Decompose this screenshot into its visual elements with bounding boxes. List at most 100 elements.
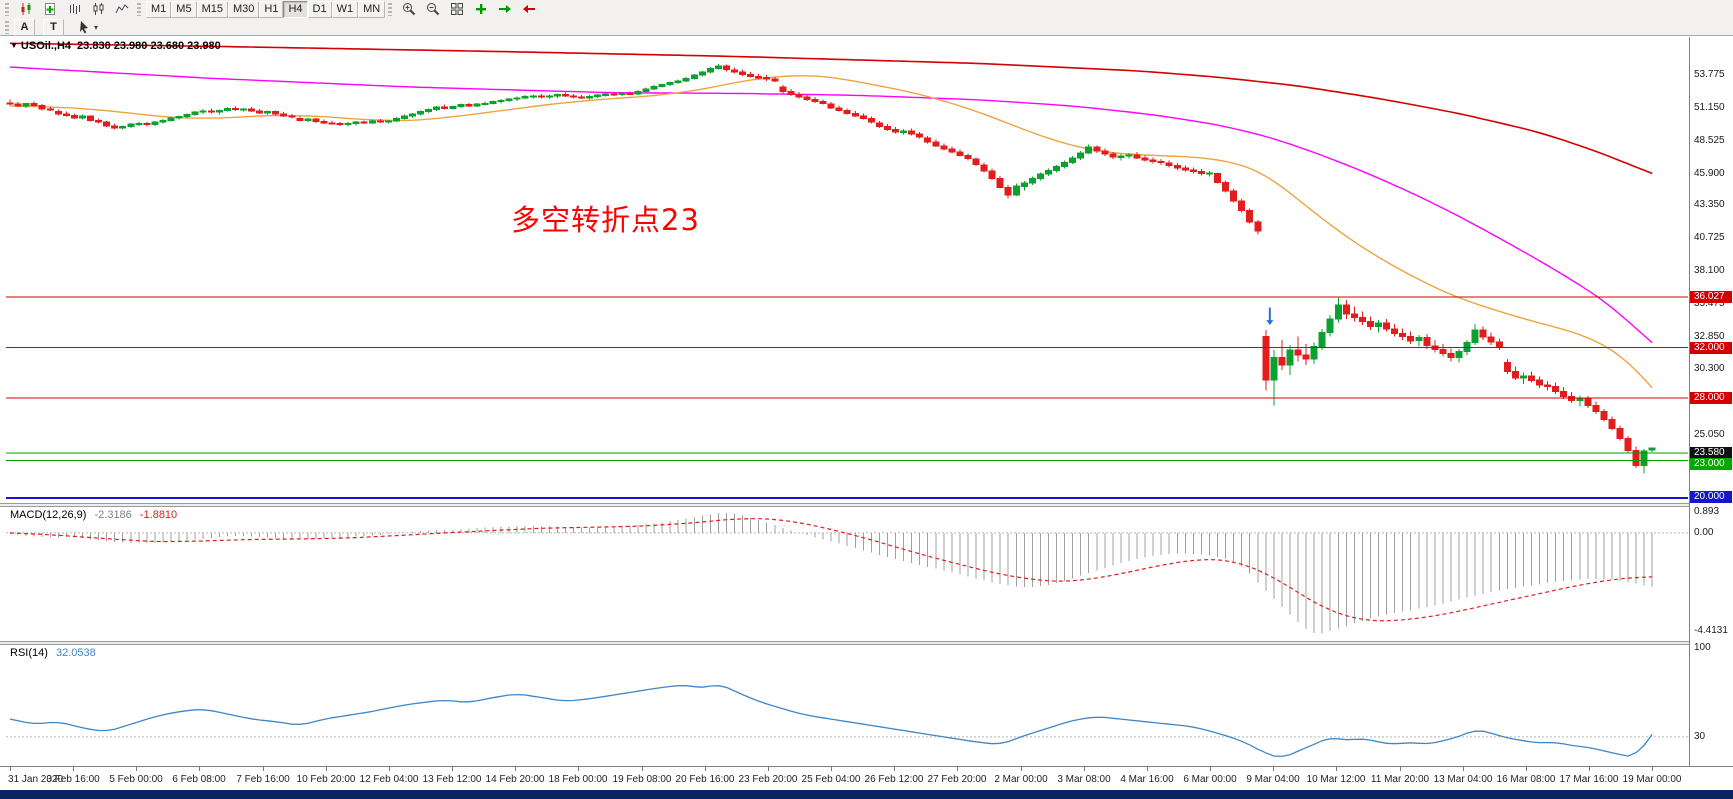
- cursor-tool-button[interactable]: ▾: [72, 19, 103, 36]
- profiles-button[interactable]: [38, 1, 62, 18]
- price-scale-label: 45.900: [1694, 168, 1725, 179]
- price-scale-label: 32.850: [1694, 331, 1725, 342]
- price-badge-36.027: 36.027: [1690, 291, 1732, 303]
- time-axis-tick: [136, 767, 137, 771]
- zoom-out-icon: [426, 2, 440, 16]
- time-axis-label: 13 Mar 04:00: [1433, 774, 1493, 785]
- time-axis-tick: [326, 767, 327, 771]
- indicators-button[interactable]: [469, 1, 493, 18]
- period-button-h1[interactable]: H1: [259, 0, 284, 18]
- toolbar-grip[interactable]: [5, 2, 9, 16]
- chart-shift-button[interactable]: [517, 1, 541, 18]
- time-axis-label: 10 Mar 12:00: [1306, 774, 1366, 785]
- price-chart-canvas[interactable]: [6, 37, 1688, 503]
- tile-windows-button[interactable]: [445, 1, 469, 18]
- auto-scroll-button[interactable]: [493, 1, 517, 18]
- chart-symbol-period: USOil.,H4: [20, 40, 72, 52]
- bottom-bar: [0, 790, 1733, 799]
- time-axis-label: 2 Mar 00:00: [994, 774, 1048, 785]
- price-chart-panel[interactable]: ▼ USOil.,H4 23.830 23.980 23.680 23.980 多空…: [6, 37, 1688, 503]
- line-icon: [115, 2, 129, 16]
- period-button-w1[interactable]: W1: [331, 0, 359, 18]
- time-axis[interactable]: 31 Jan 2020 3 Feb 16:00 5 Feb 00:00 6 Feb 0…: [0, 766, 1733, 790]
- period-button-h4[interactable]: H4: [283, 0, 308, 18]
- down-arrow-marker[interactable]: [1266, 307, 1274, 326]
- toolbar-grip[interactable]: [137, 2, 141, 16]
- zoom-out-button[interactable]: [421, 1, 445, 18]
- time-axis-tick: [831, 767, 832, 771]
- time-axis-label: 4 Mar 16:00: [1120, 774, 1174, 785]
- toolbar-row-1: M1 M5 M15 M30 H1 H4 D1 W1 MN: [0, 0, 1733, 18]
- period-button-d1[interactable]: D1: [307, 0, 332, 18]
- time-axis-label: 11 Mar 20:00: [1370, 774, 1430, 785]
- time-axis-tick: [1463, 767, 1464, 771]
- rsi-panel[interactable]: RSI(14) 32.0538: [6, 645, 1688, 766]
- panel-splitter[interactable]: [0, 503, 1733, 507]
- time-axis-label: 3 Feb 16:00: [46, 774, 100, 785]
- time-axis-tick: [957, 767, 958, 771]
- time-axis-label: 31 Jan 2020: [8, 774, 64, 785]
- time-axis-label: 10 Feb 20:00: [296, 774, 356, 785]
- time-axis-tick: [1084, 767, 1085, 771]
- line-chart-mode-button[interactable]: [110, 1, 134, 18]
- text-tool-button[interactable]: A: [14, 18, 35, 36]
- period-button-m1[interactable]: M1: [146, 0, 172, 18]
- time-axis-tick: [1400, 767, 1401, 771]
- macd-scale-label: 0.00: [1694, 527, 1714, 538]
- price-scale-label: 48.525: [1694, 135, 1725, 146]
- price-scale[interactable]: 53.775 51.150 48.525 45.900 43.350 40.725 38.1…: [1689, 37, 1733, 766]
- time-axis-label: 19 Feb 08:00: [612, 774, 672, 785]
- macd-scale-label: 0.893: [1694, 506, 1720, 517]
- price-scale-label: 38.100: [1694, 265, 1725, 276]
- period-button-mn[interactable]: MN: [358, 0, 386, 18]
- horizontal-lines-layer[interactable]: [6, 296, 1688, 499]
- time-axis-tick: [1273, 767, 1274, 771]
- symbol-collapse-icon[interactable]: ▼: [10, 41, 18, 50]
- toolbar-grip[interactable]: [5, 20, 9, 34]
- rsi-label: RSI(14) 32.0538: [10, 647, 96, 659]
- toolbar-row-2: A T ▾: [0, 18, 1733, 36]
- bar-chart-mode-button[interactable]: [62, 1, 86, 18]
- candlestick-mode-button[interactable]: [86, 1, 110, 18]
- price-scale-label: 30.300: [1694, 363, 1725, 374]
- text-label-tool-button[interactable]: T: [43, 18, 64, 36]
- rsi-scale-label: 100: [1694, 642, 1711, 653]
- time-axis-label: 12 Feb 04:00: [359, 774, 419, 785]
- price-badge-32.000: 32.000: [1690, 342, 1732, 354]
- time-axis-label: 20 Feb 16:00: [675, 774, 735, 785]
- rsi-scale-label: 30: [1694, 731, 1706, 742]
- price-badge-20.000: 20.000: [1690, 491, 1732, 503]
- period-button-m30[interactable]: M30: [227, 0, 260, 18]
- ma-red-line: [9, 42, 1653, 175]
- toolbar-grip[interactable]: [388, 2, 393, 16]
- time-axis-label: 16 Mar 08:00: [1496, 774, 1556, 785]
- zoom-in-icon: [402, 2, 416, 16]
- time-axis-tick: [768, 767, 769, 771]
- time-axis-tick: [642, 767, 643, 771]
- panel-splitter[interactable]: [0, 641, 1733, 645]
- time-axis-tick: [263, 767, 264, 771]
- period-button-m5[interactable]: M5: [171, 0, 197, 18]
- candles-layer: [6, 63, 1656, 474]
- time-axis-label: 13 Feb 12:00: [422, 774, 482, 785]
- zoom-in-button[interactable]: [397, 1, 421, 18]
- plus-green-icon: [474, 2, 488, 16]
- plus-doc-icon: [43, 2, 57, 16]
- toolbar: M1 M5 M15 M30 H1 H4 D1 W1 MN A T ▾: [0, 0, 1733, 36]
- chart-annotation-text[interactable]: 多空转折点23: [511, 203, 700, 237]
- candles-icon: [91, 2, 105, 16]
- cursor-icon: [77, 20, 91, 34]
- macd-signal-line: [9, 518, 1653, 622]
- price-scale-label: 51.150: [1694, 102, 1725, 113]
- time-axis-tick: [578, 767, 579, 771]
- period-button-m15[interactable]: M15: [196, 0, 228, 18]
- macd-panel[interactable]: MACD(12,26,9) -2.3186 -1.8810: [6, 507, 1688, 641]
- time-axis-label: 25 Feb 04:00: [801, 774, 861, 785]
- time-axis-label: 14 Feb 20:00: [485, 774, 545, 785]
- price-scale-label: 43.350: [1694, 199, 1725, 210]
- time-axis-label: 18 Feb 00:00: [548, 774, 608, 785]
- rsi-canvas[interactable]: [6, 645, 1688, 766]
- new-chart-button[interactable]: [14, 1, 38, 18]
- macd-canvas[interactable]: [6, 507, 1688, 641]
